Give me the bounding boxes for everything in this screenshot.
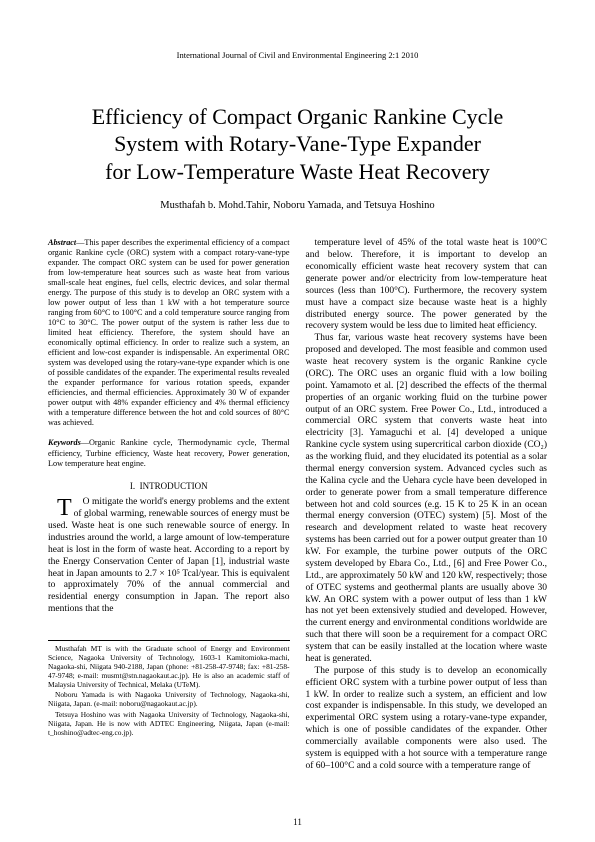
abstract-label: Abstract (48, 238, 76, 247)
col2-para-1: temperature level of 45% of the total wa… (306, 238, 548, 333)
col2-para-3: The purpose of this study is to develop … (306, 666, 548, 773)
section-heading-intro: I. INTRODUCTION (48, 481, 290, 492)
paper-title: Efficiency of Compact Organic Rankine Cy… (60, 103, 535, 186)
footnote-1: Musthafah MT is with the Graduate school… (48, 645, 290, 689)
left-column: Abstract—This paper describes the experi… (48, 238, 290, 772)
title-line-1: Efficiency of Compact Organic Rankine Cy… (92, 104, 504, 129)
journal-header: International Journal of Civil and Envir… (48, 50, 547, 61)
section-title: INTRODUCTION (140, 481, 208, 491)
intro-body: TO mitigate the world's energy problems … (48, 497, 290, 616)
authors-line: Musthafah b. Mohd.Tahir, Noboru Yamada, … (48, 199, 547, 212)
keywords-text: —Organic Rankine cycle, Thermodynamic cy… (48, 438, 290, 468)
intro-first-text: O mitigate the world's energy problems a… (48, 497, 290, 614)
right-column: temperature level of 45% of the total wa… (306, 238, 548, 772)
dropcap-letter: T (48, 497, 74, 518)
col2-para-2: Thus far, various waste heat recovery sy… (306, 333, 548, 666)
footnotes-block: Musthafah MT is with the Graduate school… (48, 640, 290, 738)
abstract-text: —This paper describes the experimental e… (48, 238, 290, 427)
intro-paragraph: TO mitigate the world's energy problems … (48, 497, 290, 616)
footnote-2: Noboru Yamada is with Nagaoka University… (48, 691, 290, 709)
title-line-3: for Low-Temperature Waste Heat Recovery (105, 159, 490, 184)
two-column-layout: Abstract—This paper describes the experi… (48, 238, 547, 772)
keywords-label: Keywords (48, 438, 81, 447)
page-number: 11 (0, 817, 595, 828)
title-line-2: System with Rotary-Vane-Type Expander (114, 131, 481, 156)
keywords-block: Keywords—Organic Rankine cycle, Thermody… (48, 438, 290, 469)
section-number: I. (130, 481, 135, 491)
footnote-3: Tetsuya Hoshino was with Nagaoka Univers… (48, 711, 290, 738)
abstract-block: Abstract—This paper describes the experi… (48, 238, 290, 428)
